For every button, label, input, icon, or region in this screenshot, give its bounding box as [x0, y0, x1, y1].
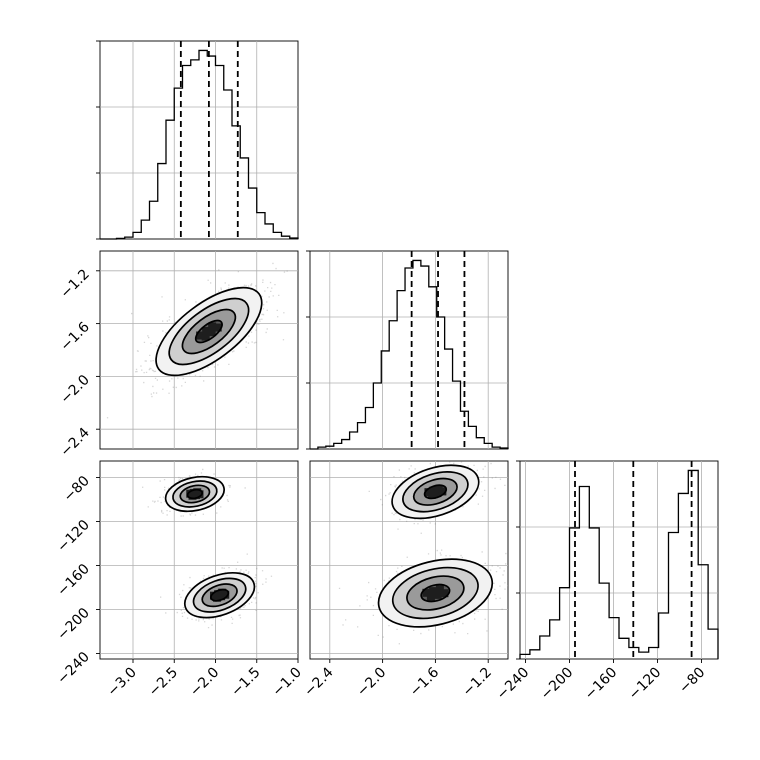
contour-line: [406, 575, 465, 611]
density-cell: [435, 585, 444, 594]
density-cell: [428, 490, 437, 499]
hist-panel-frame-1: [309, 250, 509, 450]
density-cell: [201, 332, 210, 341]
x-tick-label: −200: [538, 665, 577, 704]
contour-line: [420, 583, 451, 603]
y-tick-label: −1.6: [57, 319, 92, 354]
contour-line: [210, 588, 230, 602]
x-tick-label: −2.0: [187, 665, 222, 700]
x-tick-label: −160: [582, 665, 621, 704]
x-tick-label: −120: [626, 665, 665, 704]
density-cell: [422, 588, 431, 597]
y-tick-label: −2.0: [57, 372, 92, 407]
contour-line: [155, 286, 263, 377]
y-tick-label: −120: [54, 517, 93, 556]
contour-line: [423, 484, 448, 500]
y-tick-label: −160: [54, 561, 93, 600]
contour-line: [181, 308, 237, 355]
histogram-step-0: [100, 49, 299, 240]
contour-line: [412, 477, 458, 506]
contour-line: [192, 577, 247, 613]
density-cell: [202, 326, 211, 335]
x-tick-label: −2.4: [301, 664, 336, 699]
y-tick-label: −80: [61, 473, 93, 505]
x-tick-label: −80: [676, 665, 708, 697]
density-cell: [207, 328, 216, 337]
density-cell: [196, 331, 205, 340]
density-cell: [208, 322, 217, 331]
density-cell: [440, 589, 449, 598]
x-tick-label: −1.0: [269, 665, 304, 700]
histogram-step-2: [519, 469, 719, 659]
contour-line: [391, 566, 479, 620]
x-tick-label: −1.2: [460, 665, 495, 700]
x-tick-label: −2.5: [146, 665, 181, 700]
density-group-0: [106, 262, 288, 419]
contour-line: [391, 464, 480, 520]
density-cell: [438, 487, 447, 496]
y-tick-label: −1.2: [57, 266, 92, 301]
x-tick-label: −2.0: [354, 665, 389, 700]
density-cell: [426, 592, 435, 601]
density-group-2: [338, 461, 508, 645]
contour-line: [164, 475, 225, 513]
x-tick-label: −1.6: [407, 664, 442, 699]
density-cell: [433, 489, 442, 498]
x-tick-label: −1.5: [228, 665, 263, 700]
density-cell: [195, 490, 204, 499]
contour-line: [168, 297, 250, 366]
contour-line: [402, 471, 469, 513]
density-cell: [221, 590, 230, 599]
contour-line: [186, 488, 204, 500]
contour-line: [179, 484, 211, 504]
density-cell: [213, 323, 222, 332]
histogram-step-1: [310, 259, 509, 450]
density-cell: [433, 590, 442, 599]
contour-line: [183, 571, 256, 619]
contour-line: [377, 558, 494, 628]
hist-panel-frame-0: [99, 40, 299, 240]
contour-line: [172, 480, 218, 508]
y-tick-label: −200: [54, 605, 93, 644]
x-tick-label: −240: [494, 665, 533, 704]
density-group-1: [142, 468, 273, 629]
density-cell: [429, 587, 438, 596]
y-tick-label: −2.4: [57, 425, 92, 460]
contour-line: [194, 319, 223, 344]
contour-line: [201, 583, 238, 608]
y-tick-label: −240: [54, 649, 93, 688]
x-tick-label: −3.0: [104, 665, 139, 700]
